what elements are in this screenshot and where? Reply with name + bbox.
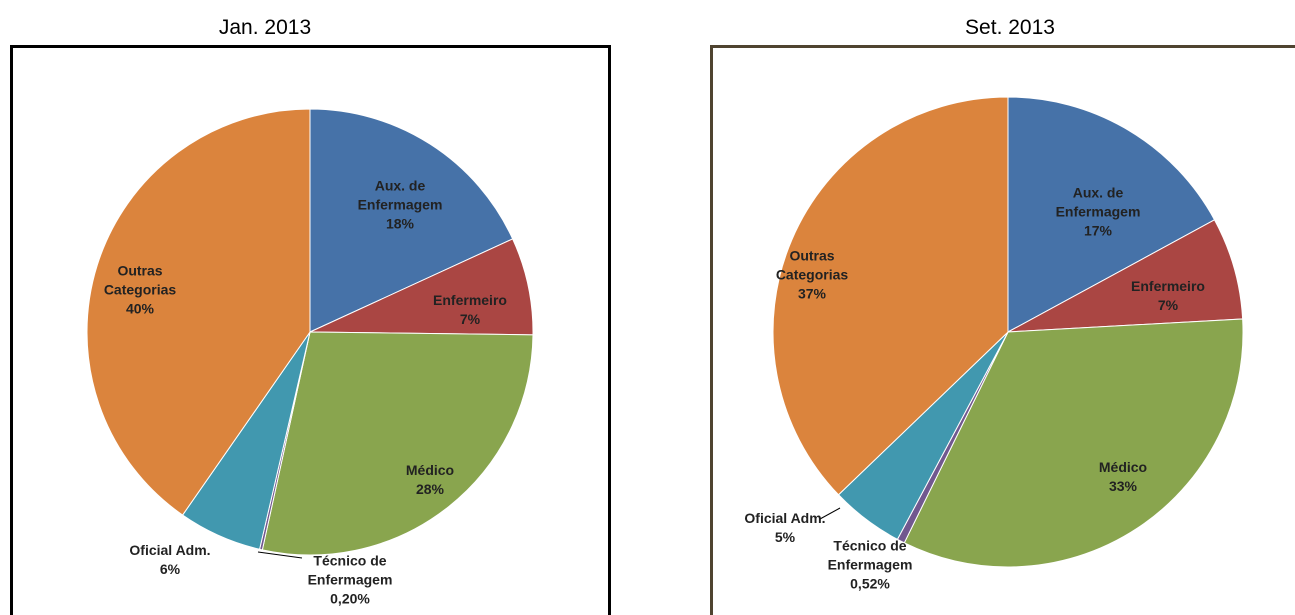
category-label: Enfermeiro (433, 292, 507, 308)
value-label: 0,52% (850, 575, 890, 592)
category-label: Médico (405, 462, 455, 478)
value-label: 33% (1108, 478, 1138, 494)
value-label: 7% (1157, 297, 1179, 313)
pie-slice (86, 108, 311, 516)
data-label: Aux. de Enfermagem 17% (1048, 184, 1148, 241)
pie-slice (903, 318, 1244, 568)
data-label: Aux. de Enfermagem 18% (350, 177, 450, 234)
value-label: 40% (125, 300, 155, 317)
value-label: 17% (1083, 222, 1113, 239)
data-label: Médico 33% (1073, 458, 1173, 496)
data-label: Médico 28% (380, 461, 480, 499)
category-label: Outras Categorias (103, 262, 177, 298)
data-label: Outras Categorias 37% (762, 247, 862, 304)
chart-frame (10, 45, 611, 615)
value-label: 0,20% (330, 590, 370, 607)
value-label: 18% (385, 215, 415, 232)
value-label: 28% (415, 481, 445, 497)
category-label: Técnico de Enfermagem (307, 552, 393, 588)
category-label: Aux. de Enfermagem (1055, 184, 1141, 220)
category-label: Médico (1098, 459, 1148, 475)
value-label: 6% (159, 561, 181, 577)
data-label: Enfermeiro 7% (420, 291, 520, 329)
data-label: Oficial Adm. 5% (730, 509, 840, 547)
pie-slice (1007, 219, 1244, 333)
pie-slice (261, 331, 534, 556)
pie-slice (1007, 96, 1216, 333)
data-label: Enfermeiro 7% (1118, 277, 1218, 315)
data-label: Outras Categorias 40% (90, 262, 190, 319)
category-label: Enfermeiro (1131, 278, 1205, 294)
pie-slice (772, 96, 1009, 496)
leader-line (257, 551, 303, 559)
pie-slice (309, 108, 514, 333)
chart-title: Jan. 2013 (218, 16, 312, 39)
value-label: 37% (797, 285, 827, 302)
category-label: Oficial Adm. (129, 542, 211, 558)
category-label: Oficial Adm. (744, 510, 826, 526)
data-label: Técnico de Enfermagem 0,52% (820, 537, 920, 594)
chart-frame (710, 45, 1295, 615)
category-label: Aux. de Enfermagem (357, 177, 443, 213)
leader-line (819, 507, 841, 520)
value-label: 7% (459, 311, 481, 327)
data-label: Técnico de Enfermagem 0,20% (300, 552, 400, 609)
data-label: Oficial Adm. 6% (115, 541, 225, 579)
category-label: Outras Categorias (775, 247, 849, 283)
value-label: 5% (774, 529, 796, 545)
category-label: Técnico de Enfermagem (827, 537, 913, 573)
chart-title: Set. 2013 (965, 16, 1055, 39)
